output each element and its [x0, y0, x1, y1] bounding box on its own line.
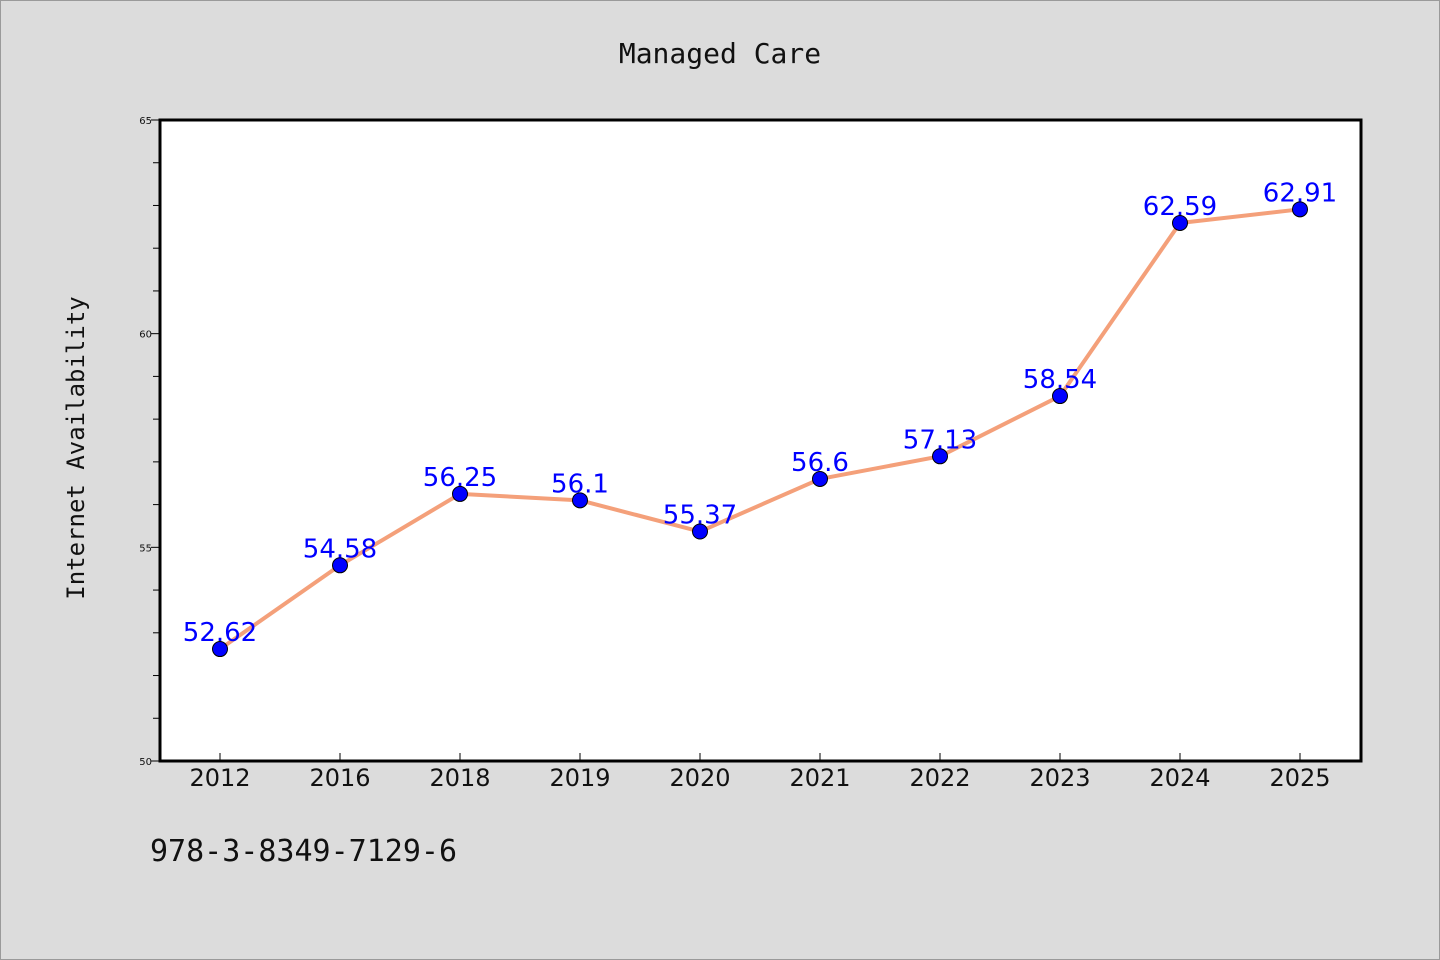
data-label: 56.6	[791, 448, 849, 478]
data-point	[812, 470, 828, 487]
data-point	[1292, 201, 1308, 218]
series-layer	[212, 201, 1308, 658]
isbn-text: 978-3-8349-7129-6	[150, 834, 458, 869]
y-tick-label: 65	[139, 116, 152, 127]
data-label: 55.37	[663, 501, 737, 531]
data-label: 56.1	[551, 469, 609, 499]
y-axis-label: Internet Availability	[62, 296, 90, 599]
chart-title: Managed Care	[619, 37, 821, 70]
data-point	[932, 448, 948, 465]
x-tick-label: 2019	[549, 764, 610, 792]
x-tick-label: 2025	[1269, 764, 1330, 792]
data-label: 56.25	[423, 463, 497, 493]
x-tick-label: 2022	[909, 764, 970, 792]
x-tick-label: 2012	[189, 764, 250, 792]
data-point	[332, 557, 348, 574]
y-tick-label: 55	[139, 543, 152, 554]
data-point	[452, 485, 468, 502]
x-tick-label: 2021	[789, 764, 850, 792]
data-labels: 52.62 54.58 56.25 56.1 55.37 56.6 57.13 58.54 62…	[183, 178, 1337, 648]
data-label: 57.13	[903, 425, 977, 455]
y-axis: 50 55 60 65	[139, 116, 160, 768]
x-tick-label: 2023	[1029, 764, 1090, 792]
data-point	[692, 523, 708, 540]
data-label: 58.54	[1023, 365, 1097, 395]
y-tick-label: 50	[139, 757, 152, 768]
data-point	[1172, 214, 1188, 231]
data-label: 54.58	[303, 534, 377, 564]
data-label: 62.91	[1263, 178, 1337, 208]
data-label: 62.59	[1143, 192, 1217, 222]
x-tick-label: 2024	[1149, 764, 1210, 792]
x-tick-label: 2018	[429, 764, 490, 792]
y-tick-label: 60	[139, 330, 152, 341]
data-point	[1052, 388, 1068, 405]
data-point	[212, 641, 228, 658]
data-label: 52.62	[183, 618, 257, 648]
data-point	[572, 492, 588, 509]
series-line	[218, 207, 1302, 652]
x-tick-label: 2020	[669, 764, 730, 792]
x-axis: 2012 2016 2018 2019 2020 2021 2022 2023 2024 2025	[189, 753, 1331, 792]
x-tick-label: 2016	[309, 764, 370, 792]
plot-area	[158, 118, 1363, 763]
